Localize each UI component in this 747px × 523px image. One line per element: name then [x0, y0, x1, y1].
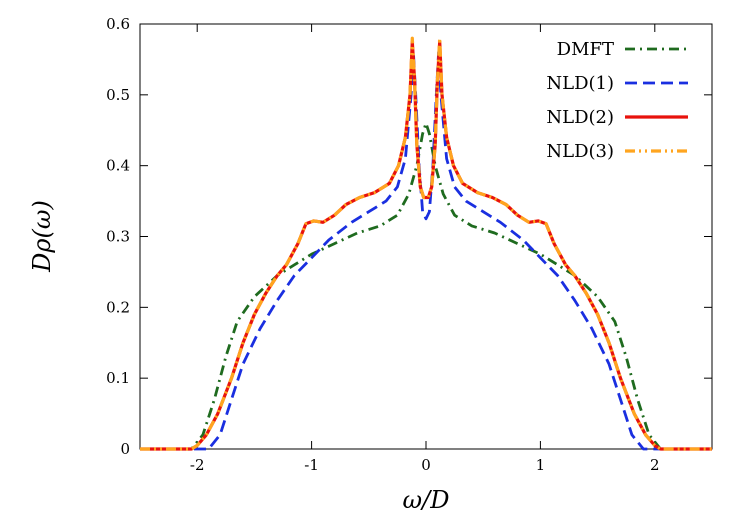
x-tick-label-2: 0 [421, 456, 431, 474]
y-tick-label-0: 0 [120, 440, 130, 458]
series-line-3 [140, 36, 712, 451]
legend-label-3: NLD(3) [546, 141, 614, 162]
y-axis-label: Dρ(ω) [28, 200, 56, 273]
x-tick-label-1: -1 [304, 456, 319, 474]
y-tick-label-5: 0.5 [106, 86, 130, 104]
y-tick-label-4: 0.4 [106, 157, 130, 175]
x-tick-label-0: -2 [190, 456, 205, 474]
legend: DMFT NLD(1) NLD(2) NLD(3) [546, 39, 688, 162]
y-tick-label-6: 0.6 [106, 15, 130, 33]
y-tick-label-1: 0.1 [106, 369, 130, 387]
plot-frame [139, 23, 713, 450]
series-line-2 [140, 40, 712, 451]
legend-label-0: DMFT [557, 39, 614, 60]
legend-label-2: NLD(2) [546, 107, 614, 128]
x-tick-label-3: 1 [536, 456, 546, 474]
y-tick-label-3: 0.3 [106, 228, 130, 246]
series-line-1 [140, 50, 712, 451]
x-tick-label-4: 2 [650, 456, 660, 474]
y-tick-label-2: 0.2 [106, 298, 130, 316]
series-line-0 [140, 121, 712, 451]
legend-label-1: NLD(1) [546, 73, 614, 94]
data-series [140, 36, 712, 451]
x-axis-label: ω/D [403, 486, 450, 514]
